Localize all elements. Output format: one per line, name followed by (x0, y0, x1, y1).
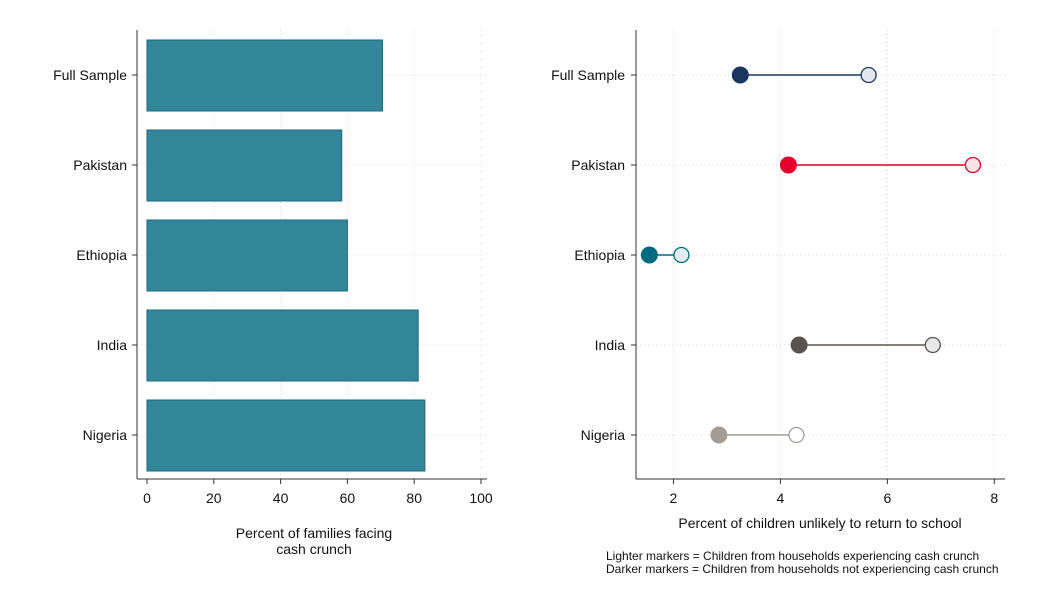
bar-pakistan (146, 129, 343, 202)
y-tick-label: India (595, 337, 626, 353)
bar-india (146, 309, 419, 382)
marker-light-nigeria (788, 426, 805, 444)
y-tick-label: Full Sample (53, 67, 127, 83)
bar-nigeria (146, 399, 426, 472)
x-axis-title-line-1: Percent of families facing (236, 525, 392, 541)
x-tick-label: 6 (883, 490, 891, 506)
marker-light-india (924, 336, 941, 354)
y-tick-label: Ethiopia (76, 247, 127, 263)
y-tick-label: Ethiopia (574, 247, 625, 263)
y-tick-label: Pakistan (571, 157, 625, 173)
x-tick-label: 4 (776, 490, 784, 506)
y-tick-label: Full Sample (551, 67, 625, 83)
y-tick-label: Nigeria (83, 427, 128, 443)
marker-dark-india (790, 336, 808, 354)
bar-chart-panel: Full Sample Pakistan Ethiopia India Nigeria 0… (53, 30, 493, 557)
y-tick-label: Pakistan (73, 157, 127, 173)
y-tick-label: India (97, 337, 128, 353)
x-tick-label: 60 (340, 490, 356, 506)
x-axis-title: Percent of children unlikely to return t… (678, 515, 961, 531)
x-tick-label: 100 (469, 490, 493, 506)
marker-light-pakistan (964, 156, 982, 174)
x-axis-title-line-2: cash crunch (276, 541, 351, 557)
x-tick-label: 40 (273, 490, 289, 506)
marker-dark-ethiopia (640, 246, 658, 264)
y-tick-label: Nigeria (581, 427, 626, 443)
x-tick-label: 2 (670, 490, 678, 506)
bar-full-sample (146, 39, 383, 112)
marker-dark-nigeria (710, 426, 728, 444)
x-tick-label: 0 (143, 490, 151, 506)
legend-note-lighter: Lighter markers = Children from househol… (606, 549, 980, 563)
x-tick-label: 8 (990, 490, 998, 506)
dumbbell-chart-panel: Full Sample Pakistan Ethiopia India Nigeria 2… (551, 30, 1005, 531)
marker-dark-full-sample (731, 66, 749, 84)
x-tick-label: 80 (406, 490, 422, 506)
marker-light-ethiopia (673, 246, 690, 264)
bar-ethiopia (146, 219, 348, 292)
legend-note-darker: Darker markers = Children from household… (606, 562, 999, 576)
x-tick-label: 20 (206, 490, 222, 506)
marker-dark-pakistan (779, 156, 797, 174)
marker-light-full-sample (860, 66, 877, 84)
